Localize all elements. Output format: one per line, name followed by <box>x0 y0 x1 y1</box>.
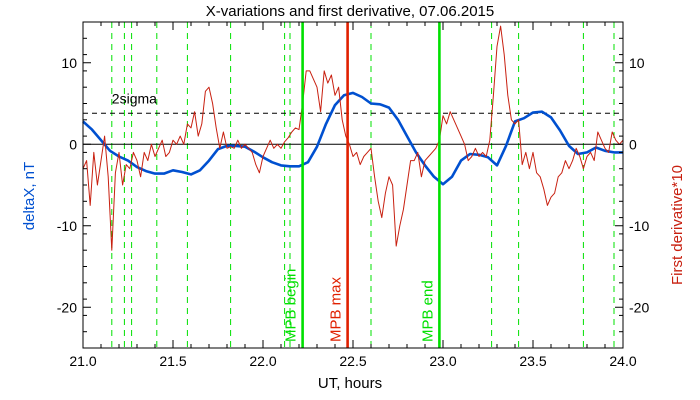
x-tick-label: 23.0 <box>429 353 456 369</box>
mpb-marker-label: MPB end <box>419 280 436 342</box>
y-tick-label-left: -10 <box>57 218 77 234</box>
y-axis-label-left: deltaX, nT <box>21 162 38 230</box>
x-axis-label: UT, hours <box>318 375 382 392</box>
plot-area: 2sigma MPB begin MPB max MPB end 21.0 21.5 22.… <box>57 21 649 369</box>
mpb-marker-label: MPB begin <box>283 269 300 342</box>
x-tick-label: 22.5 <box>339 353 366 369</box>
mpb-marker-label: MPB max <box>328 276 345 342</box>
x-tick-label: 21.0 <box>69 353 96 369</box>
y-tick-label-left: 0 <box>69 136 77 152</box>
x-tick-label: 23.5 <box>519 353 546 369</box>
y-tick-label-right: -20 <box>629 299 649 315</box>
x-tick-label: 22.0 <box>249 353 276 369</box>
y-tick-label-left: -20 <box>57 299 77 315</box>
y-tick-label-right: 0 <box>629 136 637 152</box>
y-tick-label-right: -10 <box>629 218 649 234</box>
chart-title: X-variations and first derivative, 07.06… <box>206 3 495 20</box>
y-axis-label-right: First derivative*10 <box>669 165 686 285</box>
y-tick-label-left: 10 <box>61 55 77 71</box>
x-tick-label: 21.5 <box>159 353 186 369</box>
sigma-label: 2sigma <box>112 90 157 106</box>
y-tick-label-right: 10 <box>629 55 645 71</box>
x-tick-label: 24.0 <box>609 353 636 369</box>
series-line-deltax <box>82 91 623 186</box>
series-line-derivative <box>82 25 624 251</box>
plot-frame <box>82 21 624 349</box>
